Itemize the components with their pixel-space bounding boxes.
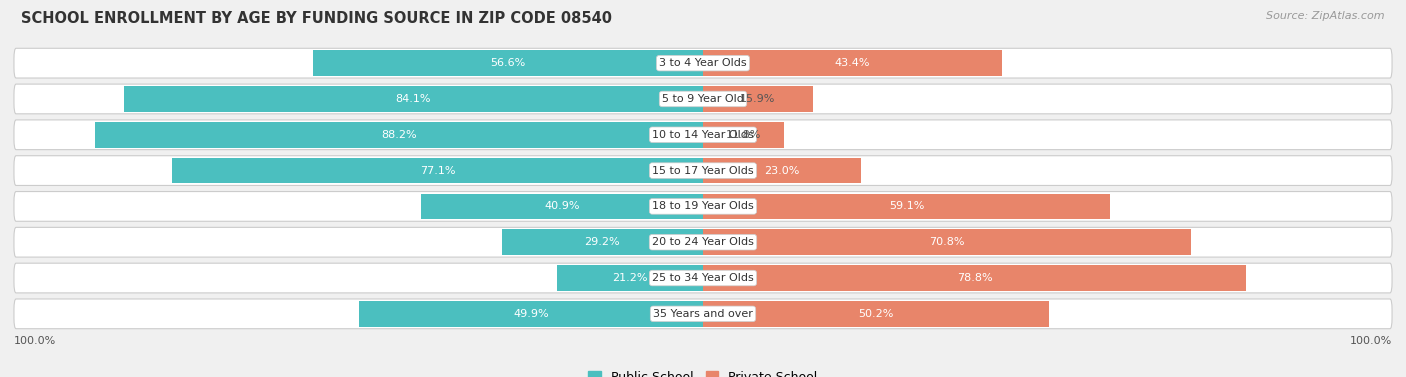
FancyBboxPatch shape — [14, 192, 1392, 221]
Bar — [703, 229, 1191, 255]
Text: 40.9%: 40.9% — [544, 201, 579, 211]
Text: 56.6%: 56.6% — [491, 58, 526, 68]
Text: SCHOOL ENROLLMENT BY AGE BY FUNDING SOURCE IN ZIP CODE 08540: SCHOOL ENROLLMENT BY AGE BY FUNDING SOUR… — [21, 11, 612, 26]
Text: 5 to 9 Year Old: 5 to 9 Year Old — [662, 94, 744, 104]
FancyBboxPatch shape — [14, 48, 1392, 78]
Bar — [557, 265, 703, 291]
Text: 23.0%: 23.0% — [765, 166, 800, 176]
FancyBboxPatch shape — [14, 84, 1392, 114]
Bar — [502, 229, 703, 255]
Text: 77.1%: 77.1% — [419, 166, 456, 176]
Bar — [314, 50, 703, 76]
Text: 15 to 17 Year Olds: 15 to 17 Year Olds — [652, 166, 754, 176]
Text: 78.8%: 78.8% — [956, 273, 993, 283]
Text: 49.9%: 49.9% — [513, 309, 548, 319]
Bar — [703, 193, 1111, 219]
Bar — [703, 158, 862, 184]
Text: 43.4%: 43.4% — [835, 58, 870, 68]
Text: 3 to 4 Year Olds: 3 to 4 Year Olds — [659, 58, 747, 68]
FancyBboxPatch shape — [14, 156, 1392, 185]
Text: 59.1%: 59.1% — [889, 201, 924, 211]
Bar — [422, 193, 703, 219]
Text: 15.9%: 15.9% — [740, 94, 776, 104]
Text: 50.2%: 50.2% — [858, 309, 894, 319]
Text: 84.1%: 84.1% — [395, 94, 432, 104]
FancyBboxPatch shape — [14, 263, 1392, 293]
Bar — [172, 158, 703, 184]
Text: 21.2%: 21.2% — [612, 273, 648, 283]
Bar — [359, 301, 703, 327]
Bar — [703, 50, 1002, 76]
Text: 35 Years and over: 35 Years and over — [652, 309, 754, 319]
Text: 11.8%: 11.8% — [725, 130, 761, 140]
Text: 100.0%: 100.0% — [14, 336, 56, 346]
Text: Source: ZipAtlas.com: Source: ZipAtlas.com — [1267, 11, 1385, 21]
FancyBboxPatch shape — [14, 299, 1392, 329]
Text: 29.2%: 29.2% — [585, 237, 620, 247]
Bar — [703, 265, 1246, 291]
Bar — [703, 86, 813, 112]
Text: 70.8%: 70.8% — [929, 237, 965, 247]
Text: 25 to 34 Year Olds: 25 to 34 Year Olds — [652, 273, 754, 283]
Legend: Public School, Private School: Public School, Private School — [583, 366, 823, 377]
Bar — [96, 122, 703, 148]
Bar — [124, 86, 703, 112]
Text: 100.0%: 100.0% — [1350, 336, 1392, 346]
Text: 20 to 24 Year Olds: 20 to 24 Year Olds — [652, 237, 754, 247]
FancyBboxPatch shape — [14, 227, 1392, 257]
Bar — [703, 122, 785, 148]
Bar — [703, 301, 1049, 327]
FancyBboxPatch shape — [14, 120, 1392, 150]
Text: 88.2%: 88.2% — [381, 130, 418, 140]
Text: 10 to 14 Year Olds: 10 to 14 Year Olds — [652, 130, 754, 140]
Text: 18 to 19 Year Olds: 18 to 19 Year Olds — [652, 201, 754, 211]
